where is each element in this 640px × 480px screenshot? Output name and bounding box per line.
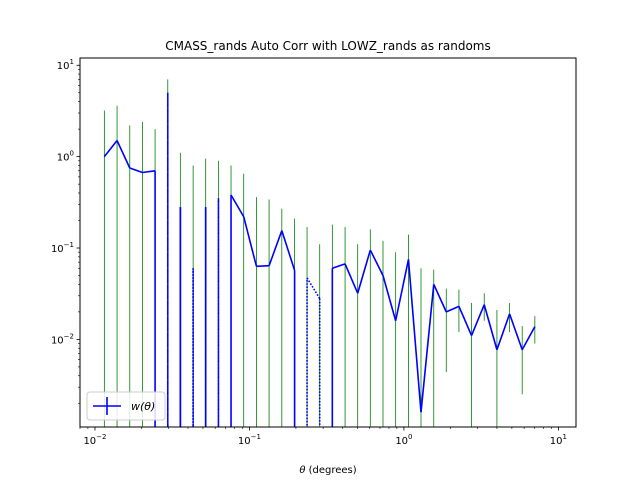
- x-tick-label: 101: [550, 433, 567, 447]
- y-tick-label: 101: [57, 58, 74, 72]
- x-axis-label-unit: (degrees): [305, 465, 356, 476]
- series-segment-11: [242, 216, 258, 267]
- series-segment-21: [369, 249, 384, 276]
- series-segment-20: [356, 249, 372, 294]
- series-segment-18: [332, 263, 346, 270]
- series-segment-14: [281, 230, 296, 271]
- series-segment-26: [433, 284, 448, 313]
- plot-data: [103, 79, 536, 427]
- series-segment-32: [508, 313, 523, 351]
- axes-frame: [79, 57, 577, 428]
- x-axis-label: θ (degrees): [299, 465, 356, 476]
- x-tick-label: 10−1: [238, 433, 261, 447]
- x-tick-label: 100: [395, 433, 412, 447]
- series-segment-1: [116, 140, 131, 169]
- series-segment-2: [129, 167, 143, 174]
- series-segment-3: [142, 169, 156, 174]
- series-segment-28: [458, 306, 473, 336]
- series-segment-24: [407, 259, 422, 413]
- chart-title: CMASS_rands Auto Corr with LOWZ_rands as…: [165, 39, 490, 53]
- legend: w(θ): [86, 391, 166, 421]
- series-segment-19: [344, 263, 359, 294]
- series-segment-0: [103, 140, 118, 158]
- y-tick-label: 100: [57, 150, 74, 164]
- y-tick-label: 10−1: [51, 241, 74, 255]
- x-tick-label: 10−2: [83, 433, 106, 447]
- series-segment-10: [230, 194, 245, 218]
- series-segment-33: [521, 326, 536, 351]
- series-segment-23: [394, 259, 410, 321]
- series-segment-30: [483, 304, 498, 350]
- series-segment-22: [382, 275, 397, 321]
- series-segment-29: [470, 304, 485, 336]
- y-tick-label: 10−2: [51, 332, 74, 346]
- series-segment-25: [420, 284, 435, 413]
- x-axis-ticks: 10−2 10−1 100 101: [79, 427, 567, 447]
- series-segment-13: [268, 230, 283, 266]
- plot-area: [103, 79, 536, 427]
- x-axis-label-symbol: θ: [299, 465, 305, 476]
- legend-label: w(θ): [131, 400, 155, 413]
- series-segment-12: [256, 264, 270, 268]
- series-segment-27: [445, 305, 460, 313]
- series-segment-16: [306, 277, 321, 299]
- series-segment-31: [496, 313, 511, 351]
- y-axis-ticks: 10−2 10−1 100 101: [51, 58, 80, 404]
